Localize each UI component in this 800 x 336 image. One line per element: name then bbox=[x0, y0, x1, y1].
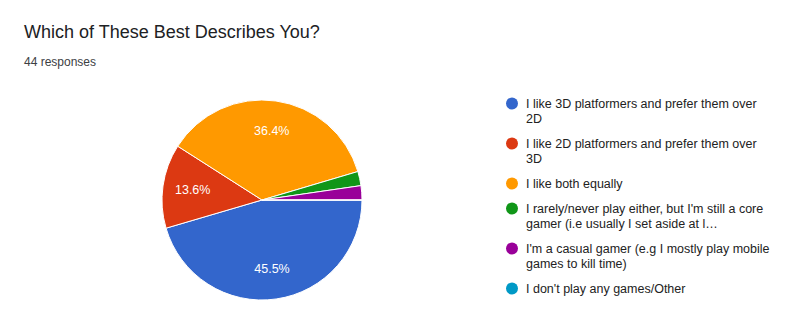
pie-slice bbox=[262, 186, 362, 200]
legend-swatch bbox=[506, 203, 518, 215]
legend-label: I don't play any games/Other bbox=[526, 282, 685, 296]
legend-label-line: I don't play any games/Other bbox=[526, 282, 685, 296]
data-label: 36.4% bbox=[254, 124, 289, 138]
legend-label-line: 2D bbox=[526, 112, 542, 126]
legend-swatch bbox=[506, 283, 518, 295]
legend-label: I like 3D platformers and prefer them ov… bbox=[526, 97, 757, 126]
pie bbox=[162, 100, 362, 300]
legend-swatch bbox=[506, 98, 518, 110]
legend-label-line: gamer (i.e usually I set aside at l… bbox=[526, 217, 718, 231]
legend-item: I like 3D platformers and prefer them ov… bbox=[506, 97, 757, 126]
pie-slice bbox=[262, 200, 362, 201]
legend-label-line: I rarely/never play either, but I'm stil… bbox=[526, 202, 763, 216]
legend-label-line: I like 2D platformers and prefer them ov… bbox=[526, 137, 757, 151]
legend-label-line: I like both equally bbox=[526, 177, 623, 191]
data-labels: 45.5% 13.6% 36.4% bbox=[175, 124, 290, 277]
legend-label: I like both equally bbox=[526, 177, 623, 191]
legend-label-line: I'm a casual gamer (e.g I mostly play mo… bbox=[526, 242, 769, 256]
legend-item: I like 2D platformers and prefer them ov… bbox=[506, 137, 757, 166]
legend-item: I don't play any games/Other bbox=[506, 282, 685, 296]
legend-label-line: 3D bbox=[526, 152, 542, 166]
legend-swatch bbox=[506, 178, 518, 190]
legend-label: I rarely/never play either, but I'm stil… bbox=[526, 202, 763, 231]
legend-label: I like 2D platformers and prefer them ov… bbox=[526, 137, 757, 166]
data-label: 13.6% bbox=[175, 183, 210, 197]
legend-item: I like both equally bbox=[506, 177, 623, 191]
legend-label-line: games to kill time) bbox=[526, 257, 627, 271]
background bbox=[0, 0, 800, 336]
legend-swatch bbox=[506, 138, 518, 150]
legend: I like 3D platformers and prefer them ov… bbox=[506, 97, 769, 296]
legend-label-line: I like 3D platformers and prefer them ov… bbox=[526, 97, 757, 111]
subtitle: 44 responses bbox=[24, 55, 96, 69]
legend-swatch bbox=[506, 243, 518, 255]
chart-svg: Which of These Best Describes You? 44 res… bbox=[0, 0, 800, 336]
data-label: 45.5% bbox=[254, 262, 289, 276]
legend-label: I'm a casual gamer (e.g I mostly play mo… bbox=[526, 242, 769, 271]
legend-item: I'm a casual gamer (e.g I mostly play mo… bbox=[506, 242, 769, 271]
legend-item: I rarely/never play either, but I'm stil… bbox=[506, 202, 763, 231]
title: Which of These Best Describes You? bbox=[24, 22, 320, 42]
